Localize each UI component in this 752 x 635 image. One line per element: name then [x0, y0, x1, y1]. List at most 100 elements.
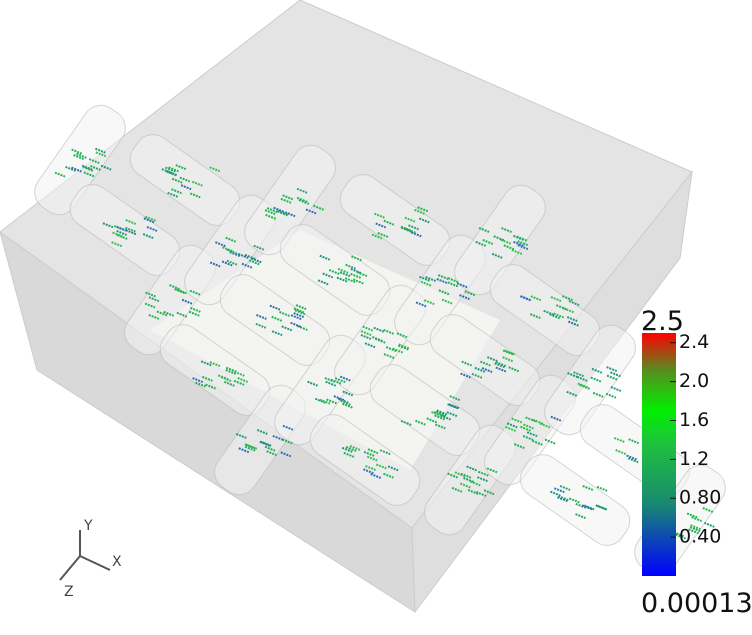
particle-streak	[691, 516, 702, 522]
particle-streak	[282, 424, 294, 431]
particle-streak	[125, 219, 137, 225]
particle-streak	[375, 463, 387, 470]
tube	[544, 324, 636, 436]
tube	[519, 454, 631, 546]
particle-streak	[345, 446, 357, 452]
particle-streak	[539, 422, 551, 429]
particle-streak	[342, 402, 353, 409]
particle-streak	[168, 166, 179, 173]
particle-streak	[415, 301, 427, 308]
particle-streak	[148, 313, 160, 320]
color-legend: 2.5 0.00013 2.4 2.0 1.6 1.2 0.80 0.40	[641, 306, 752, 619]
particle-streak	[436, 277, 448, 284]
particle-streak	[605, 392, 617, 399]
particle-streak	[374, 337, 386, 344]
particle-streak	[596, 485, 608, 492]
particle-streak	[475, 240, 487, 247]
particle-streak	[339, 271, 351, 278]
particle-streak	[111, 241, 123, 248]
particle-streak	[364, 342, 376, 349]
particle-streak	[352, 278, 364, 285]
particle-streak	[461, 360, 473, 367]
particle-streak	[224, 380, 235, 387]
particle-streak	[575, 513, 586, 520]
particle-streak	[377, 231, 389, 238]
particle-streak	[209, 166, 221, 173]
particle-streak	[459, 294, 470, 301]
particle-streak	[532, 439, 543, 446]
particle-streak	[543, 309, 555, 316]
particle-streak	[419, 275, 430, 282]
particle-streak	[513, 240, 524, 247]
particle-streak	[408, 224, 419, 231]
particle-streak	[225, 236, 237, 243]
particle-streak	[209, 361, 221, 367]
particle-streak	[525, 416, 536, 423]
particle-streak	[477, 476, 488, 483]
particle-streak	[503, 244, 515, 251]
orientation-axes: Y X Z	[59, 518, 122, 600]
x-axis	[79, 555, 111, 571]
particle-streak	[112, 231, 123, 238]
particle-streak	[165, 170, 177, 177]
particle-streak	[317, 279, 329, 286]
particle-streak	[506, 422, 518, 429]
particle-streak	[188, 310, 200, 317]
particle-streak	[253, 244, 265, 251]
particle-streak	[690, 524, 701, 531]
particle-streak	[505, 425, 516, 432]
particle-streak	[370, 473, 382, 479]
particle-streak	[414, 208, 425, 215]
particle-streak	[627, 457, 639, 464]
particle-streak	[220, 376, 232, 382]
particle-streak	[467, 489, 479, 495]
tube	[34, 104, 126, 216]
particle-streak	[192, 377, 203, 384]
particle-streak	[265, 213, 276, 220]
particle-streak	[248, 259, 260, 266]
particle-streak	[420, 280, 432, 287]
particle-streak	[256, 314, 267, 320]
particle-streak	[567, 372, 578, 378]
particle-streak	[410, 231, 422, 238]
particle-streak	[229, 251, 241, 257]
particle-streak	[73, 154, 84, 160]
particle-streak	[481, 367, 493, 374]
particle-streak	[517, 244, 529, 250]
particle-streak	[557, 495, 569, 501]
particle-streak	[238, 447, 250, 454]
particle-streak	[180, 184, 192, 191]
particle-streak	[280, 451, 292, 458]
particle-streak	[459, 482, 471, 489]
particle-streak	[573, 371, 584, 378]
particle-streak	[495, 361, 507, 367]
particle-streak	[563, 307, 574, 314]
particle-streak	[456, 282, 468, 289]
particle-streak	[532, 418, 544, 425]
particle-streak	[606, 366, 618, 372]
particle-streak	[171, 177, 183, 184]
particle-streak	[244, 253, 256, 260]
particle-streak	[447, 277, 459, 283]
particle-streak	[225, 366, 237, 373]
particle-streak	[341, 446, 353, 453]
particle-streak	[269, 304, 281, 311]
particle-streak	[294, 309, 306, 316]
particle-streak	[226, 259, 238, 266]
particle-streak	[345, 263, 356, 270]
particle-streak	[441, 298, 453, 305]
particle-streak	[214, 241, 226, 248]
particle-streak	[568, 320, 579, 327]
color-bar	[642, 333, 676, 576]
particle-streak	[702, 507, 714, 513]
particle-streak	[319, 254, 331, 261]
particle-streak	[271, 330, 283, 337]
particle-streak	[387, 465, 399, 472]
particle-streak	[266, 450, 277, 457]
particle-streak	[296, 196, 308, 203]
particle-streak	[163, 310, 175, 317]
particle-streak	[116, 230, 127, 236]
particle-streak	[591, 367, 603, 374]
particle-streak	[65, 165, 76, 172]
